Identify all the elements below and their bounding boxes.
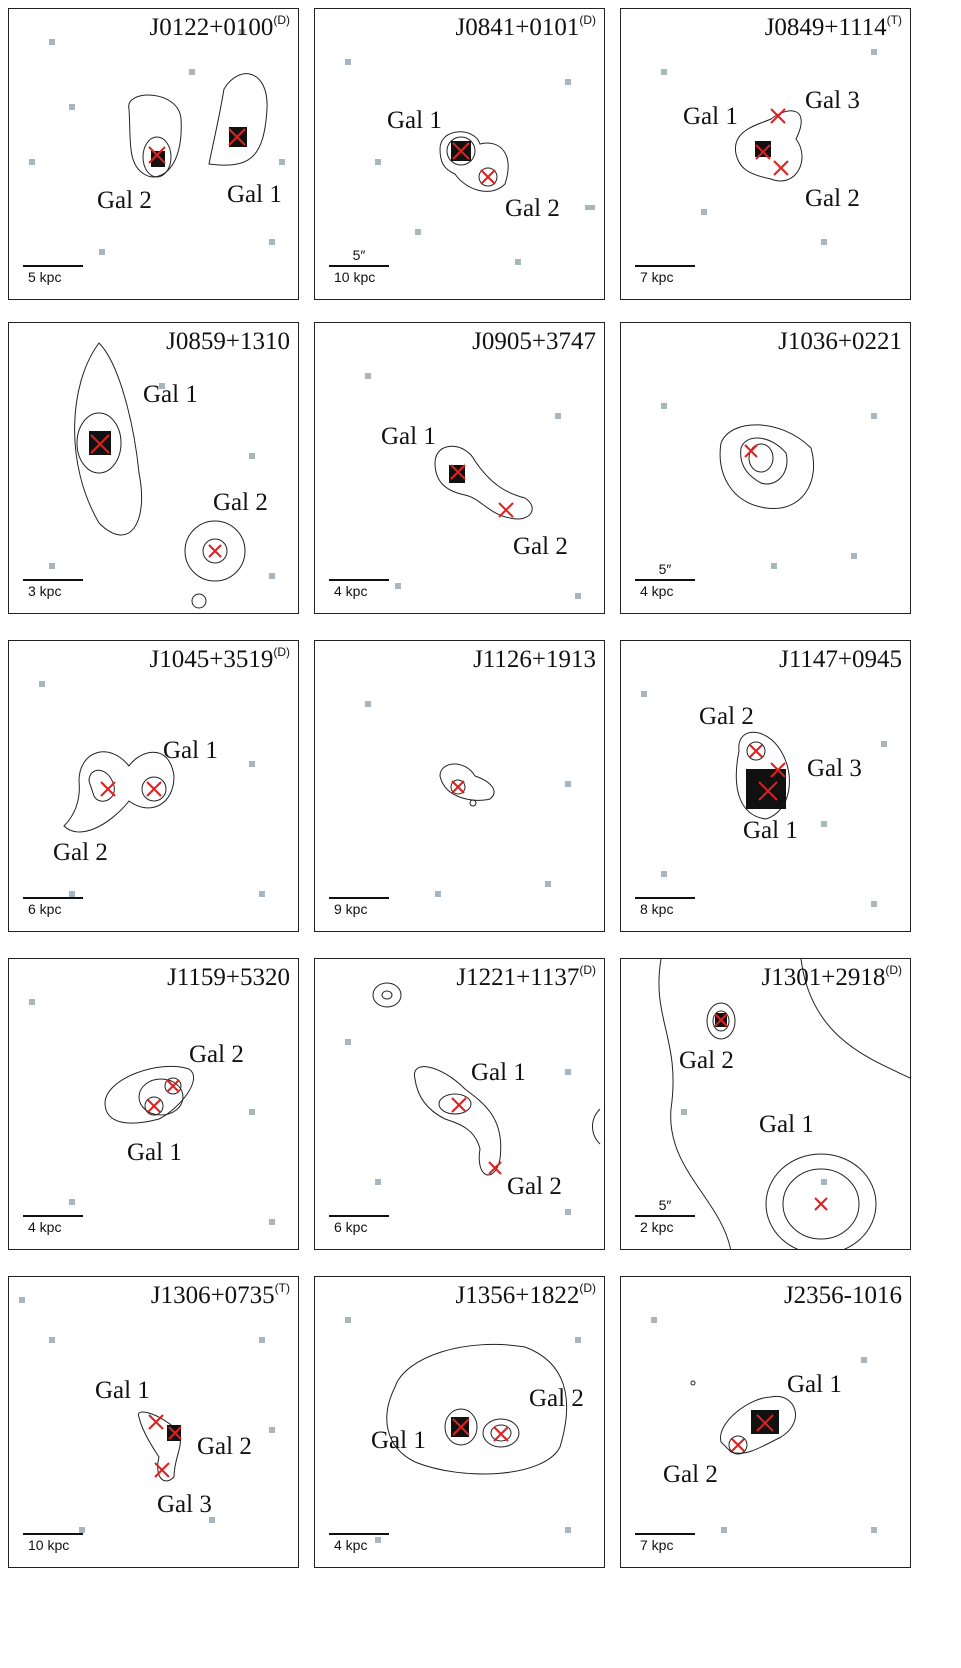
panel-j1159: J1159+5320 Gal 2 Gal 1 4 kpc — [8, 958, 299, 1250]
panel-title: J0122+0100(D) — [149, 13, 291, 41]
panel-j1147: J1147+0945 Gal 2 Gal 3 Gal 1 8 kpc — [620, 640, 911, 932]
panel-image — [641, 691, 887, 907]
panel-title: J1147+0945 — [779, 646, 902, 673]
scale-bar: 6 kpc — [329, 1215, 389, 1235]
galaxy-label: Gal 1 — [759, 1111, 814, 1138]
panel-image — [49, 342, 275, 609]
galaxy-label: Gal 2 — [513, 533, 568, 560]
galaxy-label: Gal 2 — [805, 185, 860, 212]
panel-j2356: J2356-1016 Gal 1 Gal 2 7 kpc — [620, 1276, 911, 1568]
panel-title: J1301+2918(D) — [761, 963, 903, 991]
galaxy-label: Gal 1 — [381, 423, 436, 450]
panel-j1221: J1221+1137(D) Gal 1 Gal 2 6 kpc — [314, 958, 605, 1250]
panel-title: J1159+5320 — [167, 964, 290, 991]
scale-bar: 6 kpc — [23, 897, 83, 917]
panel-title: J1036+0221 — [778, 328, 902, 355]
panel-image — [365, 701, 571, 897]
panel-j1126: J1126+1913 9 kpc — [314, 640, 605, 932]
panel-image — [661, 403, 877, 569]
galaxy-label: Gal 2 — [507, 1173, 562, 1200]
galaxy-label: Gal 2 — [699, 703, 754, 730]
scale-bar: 10 kpc — [23, 1533, 83, 1553]
scale-bar: 3 kpc — [23, 579, 83, 599]
galaxy-label: Gal 2 — [189, 1041, 244, 1068]
panel-title: J1306+0735(T) — [150, 1281, 290, 1309]
panel-j0841: J0841+0101(D) Gal 1 Gal 2 5″ 10 kpc — [314, 8, 605, 300]
panel-image — [651, 1317, 877, 1533]
panel-title: J0849+1114(T) — [764, 13, 902, 41]
panel-title: J0905+3747 — [472, 328, 596, 355]
galaxy-label: Gal 1 — [787, 1371, 842, 1398]
panel-j0849: J0849+1114(T) Gal 1 Gal 3 Gal 2 7 kpc — [620, 8, 911, 300]
panel-image — [345, 1317, 581, 1543]
scale-bar: 9 kpc — [329, 897, 389, 917]
galaxy-label: Gal 1 — [127, 1139, 182, 1166]
panel-image — [365, 373, 581, 599]
galaxy-label: Gal 2 — [679, 1047, 734, 1074]
scale-bar: 5″ 10 kpc — [329, 247, 389, 285]
galaxy-label: Gal 1 — [683, 103, 738, 130]
panel-j1356: J1356+1822(D) Gal 2 Gal 1 4 kpc — [314, 1276, 605, 1568]
galaxy-label: Gal 1 — [471, 1059, 526, 1086]
galaxy-label: Gal 2 — [97, 187, 152, 214]
panel-title: J1356+1822(D) — [455, 1281, 597, 1309]
galaxy-label: Gal 1 — [163, 737, 218, 764]
galaxy-label: Gal 2 — [197, 1433, 252, 1460]
galaxy-label: Gal 2 — [505, 195, 560, 222]
panel-title: J0841+0101(D) — [455, 13, 597, 41]
panel-j0122: J0122+0100(D) Gal 2 Gal 1 5 kpc — [8, 8, 299, 300]
galaxy-label: Gal 1 — [387, 107, 442, 134]
panel-title: J1045+3519(D) — [149, 645, 291, 673]
galaxy-label: Gal 2 — [663, 1461, 718, 1488]
panel-j1306: J1306+0735(T) Gal 1 Gal 2 Gal 3 10 kpc — [8, 1276, 299, 1568]
scale-bar: 5 kpc — [23, 265, 83, 285]
panel-image — [345, 982, 601, 1215]
galaxy-label: Gal 2 — [53, 839, 108, 866]
panel-title: J1126+1913 — [473, 646, 596, 673]
panel-image — [661, 49, 877, 245]
galaxy-label: Gal 1 — [227, 181, 282, 208]
panel-j0905: J0905+3747 Gal 1 Gal 2 4 kpc — [314, 322, 605, 614]
galaxy-label: Gal 3 — [805, 87, 860, 114]
panel-title: J0859+1310 — [166, 328, 290, 355]
scale-bar: 7 kpc — [635, 265, 695, 285]
panel-image — [345, 59, 595, 265]
panel-title: J2356-1016 — [783, 1282, 902, 1309]
panel-image — [39, 681, 265, 897]
scale-bar: 8 kpc — [635, 897, 695, 917]
scale-bar: 7 kpc — [635, 1533, 695, 1553]
panel-j0859: J0859+1310 Gal 1 Gal 2 3 kpc — [8, 322, 299, 614]
scale-bar: 5″ 2 kpc — [635, 1197, 695, 1235]
panel-image — [19, 1297, 275, 1533]
panel-image — [658, 959, 910, 1249]
galaxy-label: Gal 3 — [807, 755, 862, 782]
panel-j1036: J1036+0221 5″ 4 kpc — [620, 322, 911, 614]
panel-image — [29, 999, 275, 1225]
galaxy-label: Gal 2 — [529, 1385, 584, 1412]
galaxy-label: Gal 1 — [95, 1377, 150, 1404]
scale-bar: 4 kpc — [23, 1215, 83, 1235]
panel-image — [29, 29, 285, 255]
galaxy-label: Gal 1 — [371, 1427, 426, 1454]
scale-bar: 5″ 4 kpc — [635, 561, 695, 599]
galaxy-label: Gal 2 — [213, 489, 268, 516]
panel-j1045: J1045+3519(D) Gal 1 Gal 2 6 kpc — [8, 640, 299, 932]
galaxy-label: Gal 1 — [743, 817, 798, 844]
galaxy-label: Gal 3 — [157, 1491, 212, 1518]
panel-title: J1221+1137(D) — [456, 963, 596, 991]
scale-bar: 4 kpc — [329, 579, 389, 599]
scale-bar: 4 kpc — [329, 1533, 389, 1553]
galaxy-label: Gal 1 — [143, 381, 198, 408]
panel-j1301: J1301+2918(D) Gal 2 Gal 1 5″ 2 kpc — [620, 958, 911, 1250]
